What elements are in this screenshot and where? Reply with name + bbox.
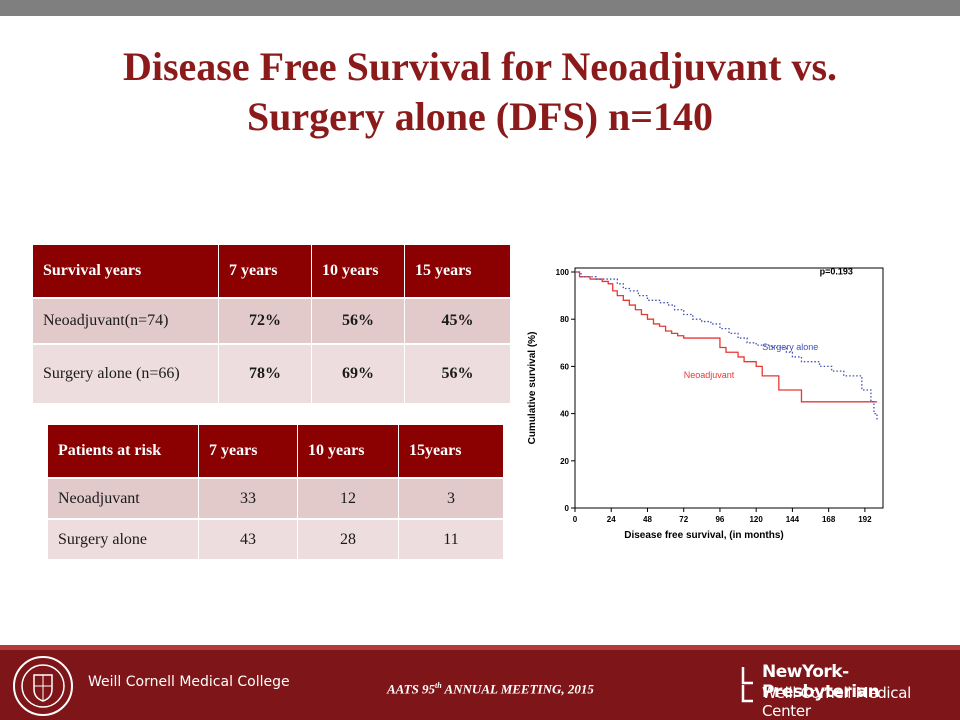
y-tick-label: 0 [565,504,570,513]
risk-header-cell: 15years [398,425,504,478]
y-tick-label: 40 [560,410,569,419]
hospital-subname: Weill Cornell Medical Center [762,684,912,720]
table-row: Surgery alone 43 28 11 [48,518,504,559]
table-cell: 72% [218,297,312,344]
risk-table: Patients at risk 7 years 10 years 15year… [48,425,504,559]
neoadjuvant-curve [575,271,877,403]
meeting-pre: AATS 95 [387,681,436,697]
table-cell: 56% [404,343,511,403]
row-label: Neoadjuvant(n=74) [33,297,219,344]
x-tick-label: 0 [573,515,578,524]
survival-header-cell: 7 years [218,245,312,298]
survival-header-cell: 15 years [404,245,511,298]
meeting-post: ANNUAL MEETING, 2015 [441,681,594,697]
x-tick-label: 48 [643,515,652,524]
x-tick-label: 168 [822,515,836,524]
risk-header-cell: 7 years [198,425,298,478]
hospital-name: NewYork-Presbyterian [762,662,880,702]
footer-accent [0,645,960,650]
table-cell: 56% [311,297,405,344]
x-tick-label: 72 [679,515,688,524]
surgery-alone-curve [575,271,878,421]
table-cell: 11 [398,518,504,559]
table-row: Surgery alone (n=66) 78% 69% 56% [33,343,511,403]
table-cell: 45% [404,297,511,344]
title-line-1: Disease Free Survival for Neoadjuvant vs… [122,44,838,89]
survival-header-cell: Survival years [33,245,219,298]
km-survival-chart: 0 24 48 72 96 120 144 168 192 0 20 40 60 80 100 Disease… [527,266,884,541]
table-row: Neoadjuvant(n=74) 72% 56% 45% [33,297,511,344]
survival-table: Survival years 7 years 10 years 15 years… [33,245,511,403]
y-tick-label: 60 [560,362,569,371]
table-cell: 12 [297,477,399,519]
college-name: Weill Cornell Medical College [88,674,290,690]
x-tick-label: 120 [749,515,763,524]
table-cell: 78% [218,343,312,403]
x-axis-label: Disease free survival, (in months) [624,530,784,541]
table-row: Neoadjuvant 33 12 3 [48,477,504,519]
title-line-2: Surgery alone (DFS) n=140 [246,94,714,139]
meeting-label: AATS 95th ANNUAL MEETING, 2015 [387,681,594,697]
x-tick-label: 192 [858,515,872,524]
nyp-logo-icon [741,667,753,703]
row-label: Surgery alone (n=66) [33,343,219,403]
table-cell: 3 [398,477,504,519]
risk-header-cell: Patients at risk [48,425,199,478]
table-cell: 28 [297,518,399,559]
y-axis-label: Cumulative survival (%) [527,332,538,445]
survival-header-row: Survival years 7 years 10 years 15 years [33,245,511,298]
footer-bar: Weill Cornell Medical College AATS 95th … [0,645,960,720]
p-value-annotation: p=0.193 [820,266,853,276]
surgery-alone-label: Surgery alone [762,342,818,352]
risk-header-cell: 10 years [297,425,399,478]
y-tick-label: 20 [560,457,569,466]
cornell-seal-icon [13,656,73,716]
table-cell: 69% [311,343,405,403]
row-label: Neoadjuvant [48,477,199,519]
x-tick-label: 144 [786,515,800,524]
x-tick-label: 24 [607,515,616,524]
plot-frame [574,267,884,509]
meeting-sup: th [435,681,442,690]
table-cell: 33 [198,477,298,519]
top-bar [0,0,960,16]
neoadjuvant-label: Neoadjuvant [684,370,735,380]
survival-header-cell: 10 years [311,245,405,298]
y-tick-label: 80 [560,315,569,324]
slide-title: Disease Free Survival for Neoadjuvant vs… [40,42,920,142]
risk-header-row: Patients at risk 7 years 10 years 15year… [48,425,504,478]
y-tick-label: 100 [556,268,570,277]
row-label: Surgery alone [48,518,199,559]
x-tick-label: 96 [715,515,724,524]
table-cell: 43 [198,518,298,559]
